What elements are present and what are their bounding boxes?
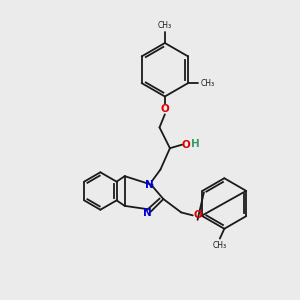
Text: O: O <box>160 104 169 114</box>
Text: CH₃: CH₃ <box>213 241 227 250</box>
Text: O: O <box>182 140 190 150</box>
Text: N: N <box>143 208 152 218</box>
Text: O: O <box>193 210 202 220</box>
Text: CH₃: CH₃ <box>158 21 172 30</box>
Text: H: H <box>191 139 200 149</box>
Text: N: N <box>145 180 154 190</box>
Text: CH₃: CH₃ <box>200 79 214 88</box>
